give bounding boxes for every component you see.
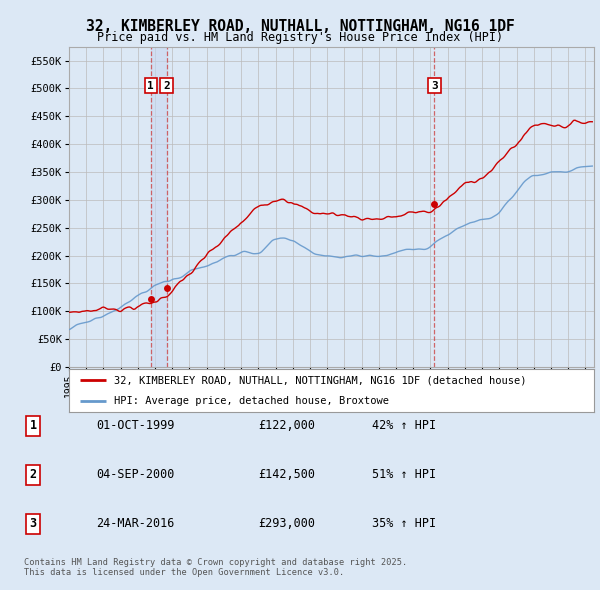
Text: Contains HM Land Registry data © Crown copyright and database right 2025.
This d: Contains HM Land Registry data © Crown c… xyxy=(24,558,407,577)
Text: £142,500: £142,500 xyxy=(258,468,315,481)
Text: 1: 1 xyxy=(29,419,37,432)
Text: 32, KIMBERLEY ROAD, NUTHALL, NOTTINGHAM, NG16 1DF (detached house): 32, KIMBERLEY ROAD, NUTHALL, NOTTINGHAM,… xyxy=(113,375,526,385)
Text: 2: 2 xyxy=(29,468,37,481)
Text: 32, KIMBERLEY ROAD, NUTHALL, NOTTINGHAM, NG16 1DF: 32, KIMBERLEY ROAD, NUTHALL, NOTTINGHAM,… xyxy=(86,19,514,34)
Text: 2: 2 xyxy=(163,81,170,91)
Text: 01-OCT-1999: 01-OCT-1999 xyxy=(96,419,175,432)
Text: 3: 3 xyxy=(29,517,37,530)
Text: 04-SEP-2000: 04-SEP-2000 xyxy=(96,468,175,481)
Text: 35% ↑ HPI: 35% ↑ HPI xyxy=(372,517,436,530)
Bar xyxy=(151,47,167,367)
Text: £122,000: £122,000 xyxy=(258,419,315,432)
Text: 1: 1 xyxy=(148,81,154,91)
Text: 3: 3 xyxy=(431,81,438,91)
Text: Price paid vs. HM Land Registry's House Price Index (HPI): Price paid vs. HM Land Registry's House … xyxy=(97,31,503,44)
Text: 24-MAR-2016: 24-MAR-2016 xyxy=(96,517,175,530)
Text: 42% ↑ HPI: 42% ↑ HPI xyxy=(372,419,436,432)
Text: HPI: Average price, detached house, Broxtowe: HPI: Average price, detached house, Brox… xyxy=(113,396,389,406)
Text: £293,000: £293,000 xyxy=(258,517,315,530)
Text: 51% ↑ HPI: 51% ↑ HPI xyxy=(372,468,436,481)
